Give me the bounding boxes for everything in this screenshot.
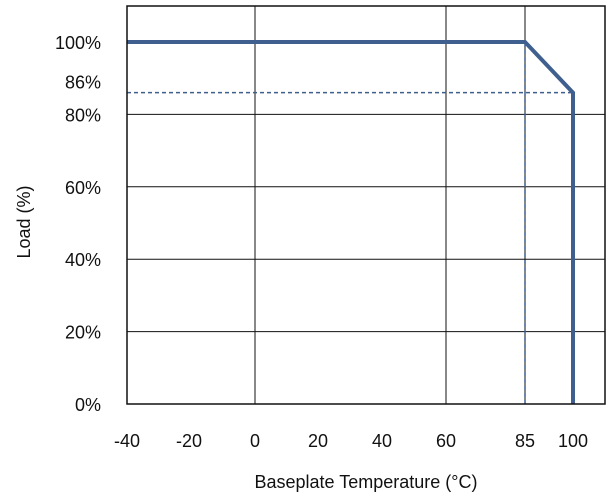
x-tick-label: 0 — [250, 431, 260, 451]
derating-curve — [127, 40, 575, 404]
x-tick-label: 85 — [515, 431, 535, 451]
x-axis-title: Baseplate Temperature (°C) — [255, 472, 478, 492]
x-tick-label: -40 — [114, 431, 140, 451]
data-series — [127, 40, 575, 404]
x-tick-label: 60 — [436, 431, 456, 451]
y-tick-label: 100% — [55, 33, 101, 53]
y-tick-label: 40% — [65, 250, 101, 270]
x-tick-label: 40 — [372, 431, 392, 451]
y-tick-label: 80% — [65, 105, 101, 125]
plot-frame — [126, 5, 606, 405]
reference-lines — [127, 42, 573, 404]
y-tick-label: 60% — [65, 178, 101, 198]
x-tick-label: 20 — [308, 431, 328, 451]
y-tick-label: 0% — [75, 395, 101, 415]
tick-labels: -40 -20 0 20 40 60 85 100 0% 20% 40% 60% 80% 86% 100% — [55, 33, 588, 451]
y-tick-label: 20% — [65, 323, 101, 343]
x-tick-label: 100 — [558, 431, 588, 451]
y-axis-title: Load (%) — [14, 185, 34, 258]
x-tick-label: -20 — [176, 431, 202, 451]
y-tick-label: 86% — [65, 73, 101, 93]
grid-lines — [127, 6, 605, 404]
